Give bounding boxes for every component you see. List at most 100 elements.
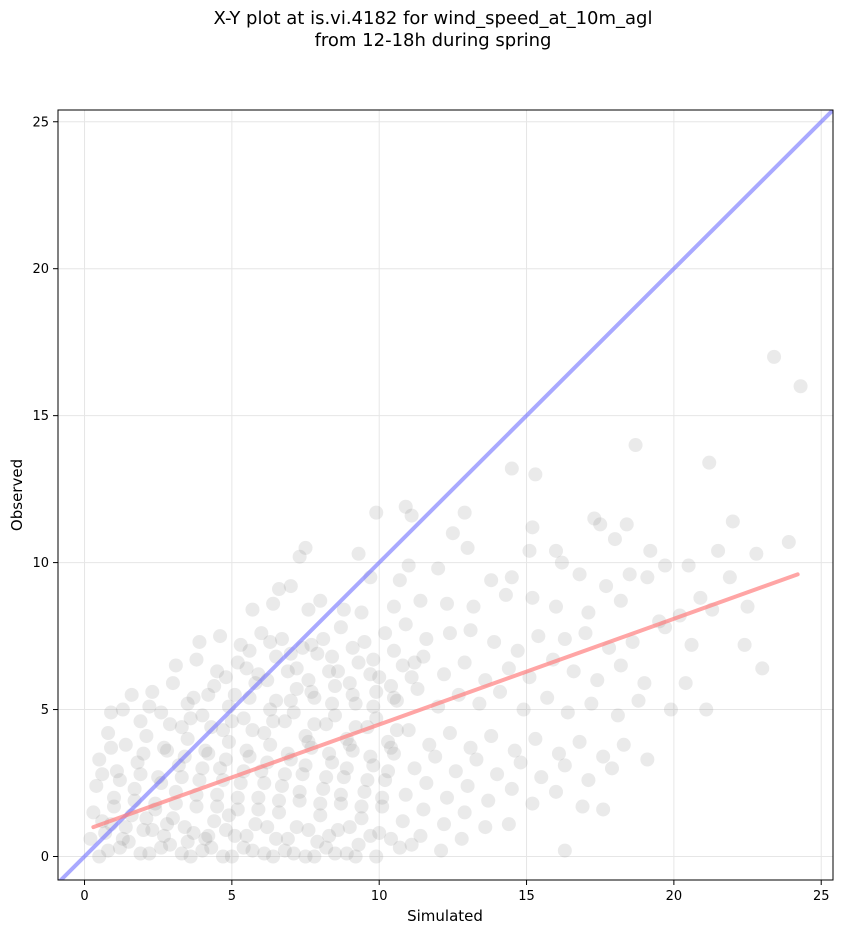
data-point [596, 749, 611, 764]
data-point [593, 517, 608, 532]
y-tick-label: 0 [41, 850, 49, 865]
data-point [501, 817, 516, 832]
data-point [274, 632, 289, 647]
data-point [192, 773, 207, 788]
data-point [345, 640, 360, 655]
x-tick-label: 20 [666, 889, 683, 904]
data-point [619, 517, 634, 532]
data-point [145, 823, 160, 838]
data-point [404, 837, 419, 852]
data-point [381, 734, 396, 749]
data-point [313, 593, 328, 608]
data-point [339, 761, 354, 776]
data-point [239, 828, 254, 843]
data-point [257, 726, 272, 741]
data-point [354, 799, 369, 814]
scatter-points [83, 349, 808, 864]
data-point [366, 758, 381, 773]
data-point [224, 849, 239, 864]
data-point [171, 758, 186, 773]
chart-title-line-2: from 12-18h during spring [314, 30, 552, 51]
data-point [292, 784, 307, 799]
data-point [749, 546, 764, 561]
data-point [260, 820, 275, 835]
data-point [327, 679, 342, 694]
data-point [245, 723, 260, 738]
data-point [301, 602, 316, 617]
data-point [272, 582, 287, 597]
data-point [154, 705, 169, 720]
data-point [221, 808, 236, 823]
data-point [342, 737, 357, 752]
data-point [581, 773, 596, 788]
data-point [283, 579, 298, 594]
data-point [115, 702, 130, 717]
data-point [286, 705, 301, 720]
data-point [322, 746, 337, 761]
data-point [95, 767, 110, 782]
data-point [722, 570, 737, 585]
data-point [92, 752, 107, 767]
data-point [528, 731, 543, 746]
data-point [83, 831, 98, 846]
data-point [407, 655, 422, 670]
data-point [381, 764, 396, 779]
data-point [133, 767, 148, 782]
data-point [333, 620, 348, 635]
data-point [640, 570, 655, 585]
data-point [581, 605, 596, 620]
data-point [98, 825, 113, 840]
data-point [174, 720, 189, 735]
data-point [218, 752, 233, 767]
data-point [442, 626, 457, 641]
data-point [298, 728, 313, 743]
data-point [330, 823, 345, 838]
regression-line [91, 572, 800, 830]
data-point [693, 590, 708, 605]
data-point [292, 549, 307, 564]
data-point [560, 705, 575, 720]
data-point [398, 787, 413, 802]
data-point [510, 643, 525, 658]
data-point [513, 755, 528, 770]
data-point [319, 717, 334, 732]
data-point [737, 637, 752, 652]
data-point [416, 649, 431, 664]
data-point [501, 661, 516, 676]
data-point [283, 646, 298, 661]
data-point [325, 696, 340, 711]
data-point [245, 602, 260, 617]
data-point [168, 658, 183, 673]
data-point [454, 831, 469, 846]
data-point [292, 793, 307, 808]
data-point [210, 664, 225, 679]
data-point [180, 731, 195, 746]
data-point [257, 776, 272, 791]
data-point [463, 623, 478, 638]
data-point [493, 684, 508, 699]
data-point [142, 699, 157, 714]
data-point [165, 811, 180, 826]
data-point [386, 643, 401, 658]
axis-ticks: 0 5 10 15 20 25 0 5 10 15 20 25 [32, 115, 829, 904]
data-point [439, 596, 454, 611]
data-point [528, 467, 543, 482]
data-point [466, 599, 481, 614]
data-point [327, 708, 342, 723]
data-point [322, 828, 337, 843]
data-point [398, 499, 413, 514]
data-point [157, 740, 172, 755]
data-point [345, 687, 360, 702]
data-point [613, 593, 628, 608]
data-point [622, 567, 637, 582]
data-point [139, 728, 154, 743]
data-point [504, 461, 519, 476]
data-point [767, 349, 782, 364]
data-point [336, 602, 351, 617]
data-point [92, 849, 107, 864]
data-point [307, 849, 322, 864]
data-point [398, 617, 413, 632]
data-point [269, 831, 284, 846]
data-point [392, 573, 407, 588]
data-point [86, 805, 101, 820]
